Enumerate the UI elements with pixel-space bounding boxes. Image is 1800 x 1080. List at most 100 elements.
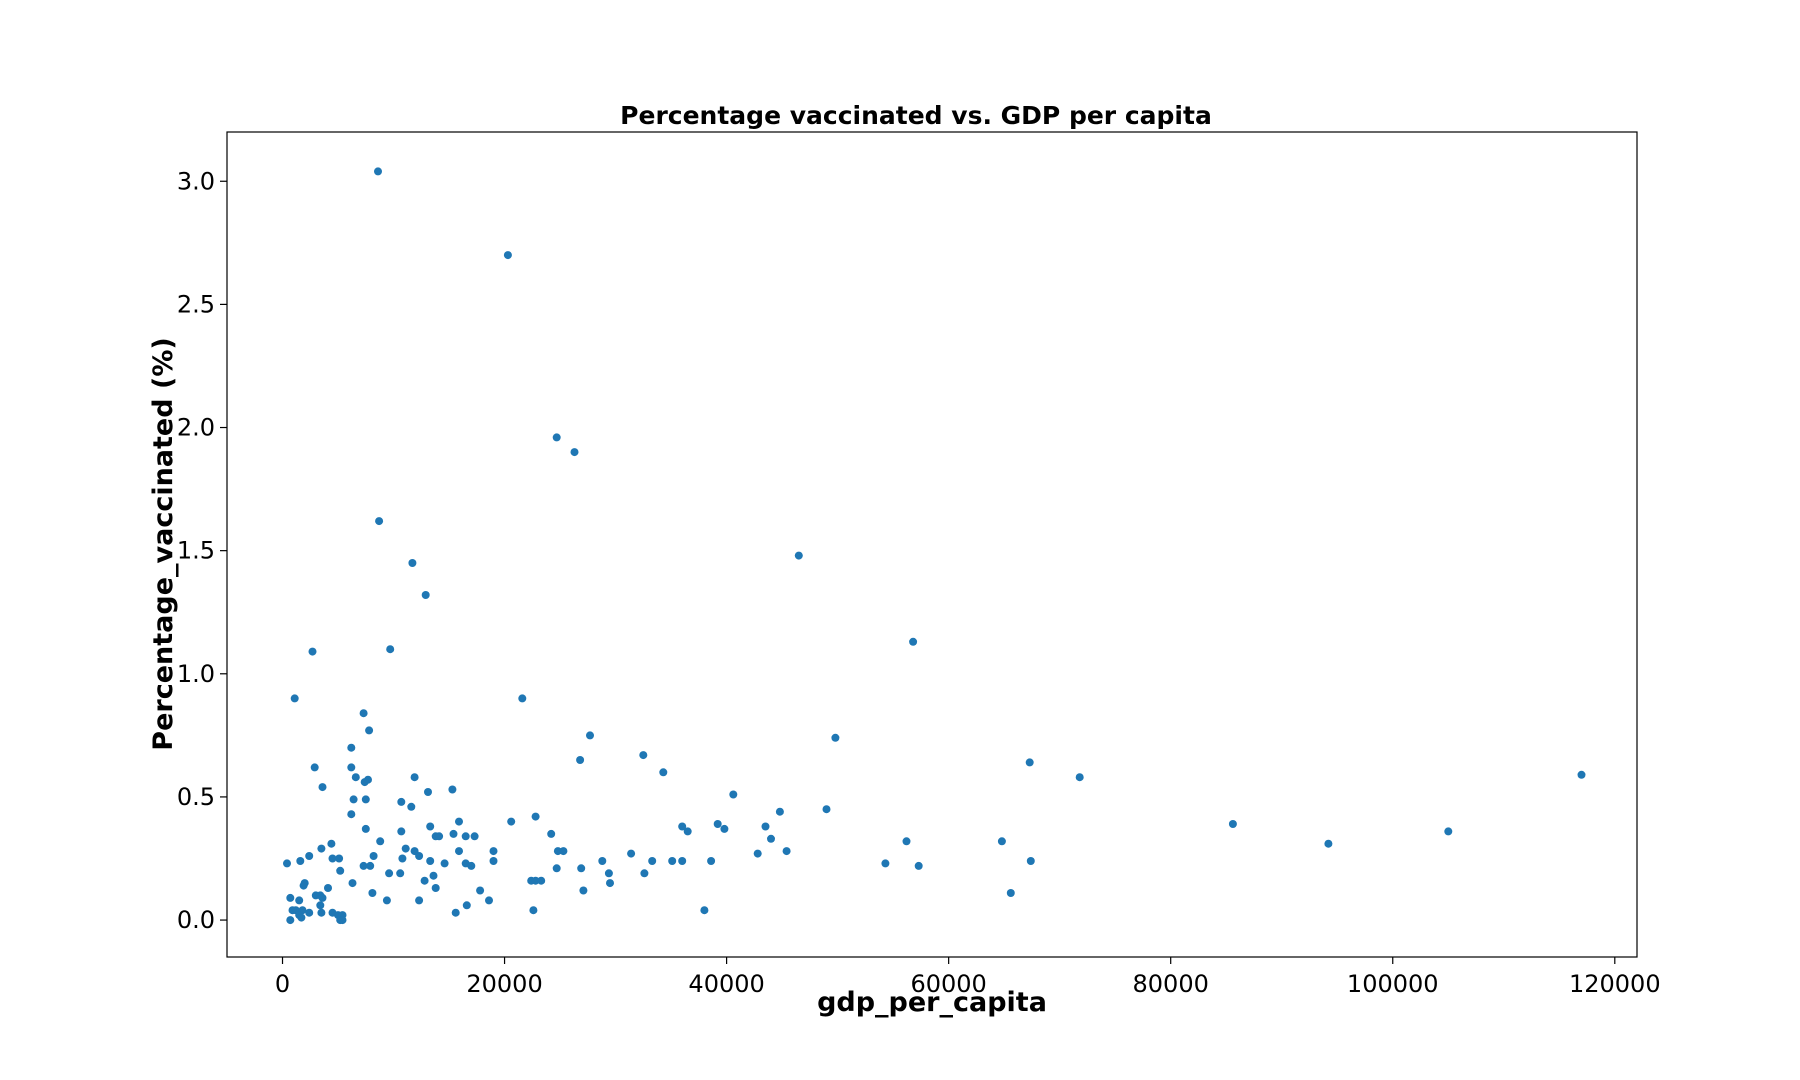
data-point	[318, 783, 327, 792]
data-point	[338, 916, 347, 925]
data-point	[415, 852, 424, 860]
data-point	[909, 637, 918, 646]
y-axis: 0.0 0.5 1.0 1.5 2.0 2.5 3.0	[177, 167, 227, 934]
data-point	[347, 810, 356, 819]
data-points	[283, 167, 1586, 925]
data-point	[348, 879, 357, 888]
data-point	[328, 854, 337, 863]
data-point	[426, 857, 435, 865]
data-point	[639, 751, 648, 760]
data-point	[435, 832, 444, 841]
data-point	[305, 908, 314, 917]
data-point	[424, 788, 432, 796]
data-point	[794, 551, 803, 560]
data-point	[1228, 820, 1237, 828]
data-point	[648, 857, 657, 865]
data-point	[317, 908, 326, 917]
data-point	[451, 908, 460, 917]
data-point	[308, 647, 317, 656]
y-tick-label: 2.0	[177, 414, 215, 442]
data-point	[286, 893, 295, 902]
data-point	[397, 827, 406, 836]
data-point	[1026, 857, 1035, 865]
data-point	[914, 861, 923, 870]
data-point	[586, 731, 594, 740]
data-point	[462, 901, 471, 910]
data-point	[678, 822, 687, 831]
data-point	[335, 854, 344, 863]
data-point	[627, 849, 636, 858]
data-point	[1006, 889, 1015, 897]
data-point	[720, 824, 729, 833]
data-point	[288, 906, 297, 915]
data-point	[470, 832, 479, 841]
data-point	[485, 896, 493, 905]
data-point	[429, 871, 438, 880]
data-point	[1444, 827, 1453, 836]
data-point	[365, 726, 374, 735]
data-point	[360, 778, 369, 787]
data-point	[881, 859, 890, 868]
data-point	[902, 837, 911, 846]
data-point	[397, 797, 406, 806]
data-point	[668, 857, 677, 865]
data-point	[467, 861, 476, 870]
data-point	[375, 517, 384, 526]
data-point	[531, 876, 540, 885]
data-point	[420, 876, 429, 885]
data-point	[401, 844, 410, 853]
x-tick-label: 120000	[1569, 970, 1661, 998]
data-point	[576, 756, 585, 764]
y-tick-label: 2.5	[177, 290, 215, 318]
data-point	[386, 645, 395, 654]
data-point	[553, 847, 562, 856]
y-tick-label: 0.0	[177, 906, 215, 934]
data-point	[606, 879, 614, 888]
data-point	[408, 559, 417, 567]
data-point	[659, 768, 668, 777]
data-point	[1075, 773, 1084, 782]
x-tick-label: 60000	[910, 970, 986, 998]
data-point	[518, 694, 527, 703]
data-point	[327, 839, 336, 848]
data-point	[351, 773, 360, 782]
data-point	[305, 852, 314, 860]
data-point	[368, 889, 377, 897]
y-tick-label: 0.5	[177, 783, 215, 811]
data-point	[461, 832, 470, 841]
data-point	[503, 251, 512, 260]
data-point	[421, 591, 430, 599]
data-point	[678, 857, 687, 865]
data-point	[449, 829, 458, 838]
data-point	[489, 847, 498, 856]
data-point	[713, 820, 722, 828]
data-point	[369, 852, 378, 860]
x-tick-label: 40000	[688, 970, 764, 998]
data-point	[300, 879, 309, 888]
data-point	[296, 857, 305, 865]
data-point	[374, 167, 382, 176]
data-point	[324, 884, 332, 892]
x-tick-label: 100000	[1347, 970, 1439, 998]
data-point	[729, 790, 738, 799]
data-point	[316, 901, 325, 910]
data-point	[347, 763, 356, 772]
chart-title: Percentage vaccinated vs. GDP per capita	[620, 101, 1212, 130]
data-point	[552, 864, 561, 873]
x-axis-label: gdp_per_capita	[817, 987, 1047, 1018]
data-point	[775, 807, 784, 816]
data-point	[385, 869, 394, 878]
data-point	[683, 827, 692, 836]
data-point	[822, 805, 831, 814]
data-point	[552, 433, 561, 442]
x-tick-label: 0	[275, 970, 290, 998]
data-point	[537, 876, 546, 885]
data-point	[310, 763, 319, 772]
data-point	[431, 884, 440, 892]
data-point	[318, 893, 327, 902]
data-point	[577, 864, 586, 873]
data-point	[396, 869, 405, 878]
data-point	[1324, 839, 1333, 848]
data-point	[489, 857, 498, 865]
data-point	[604, 869, 613, 878]
